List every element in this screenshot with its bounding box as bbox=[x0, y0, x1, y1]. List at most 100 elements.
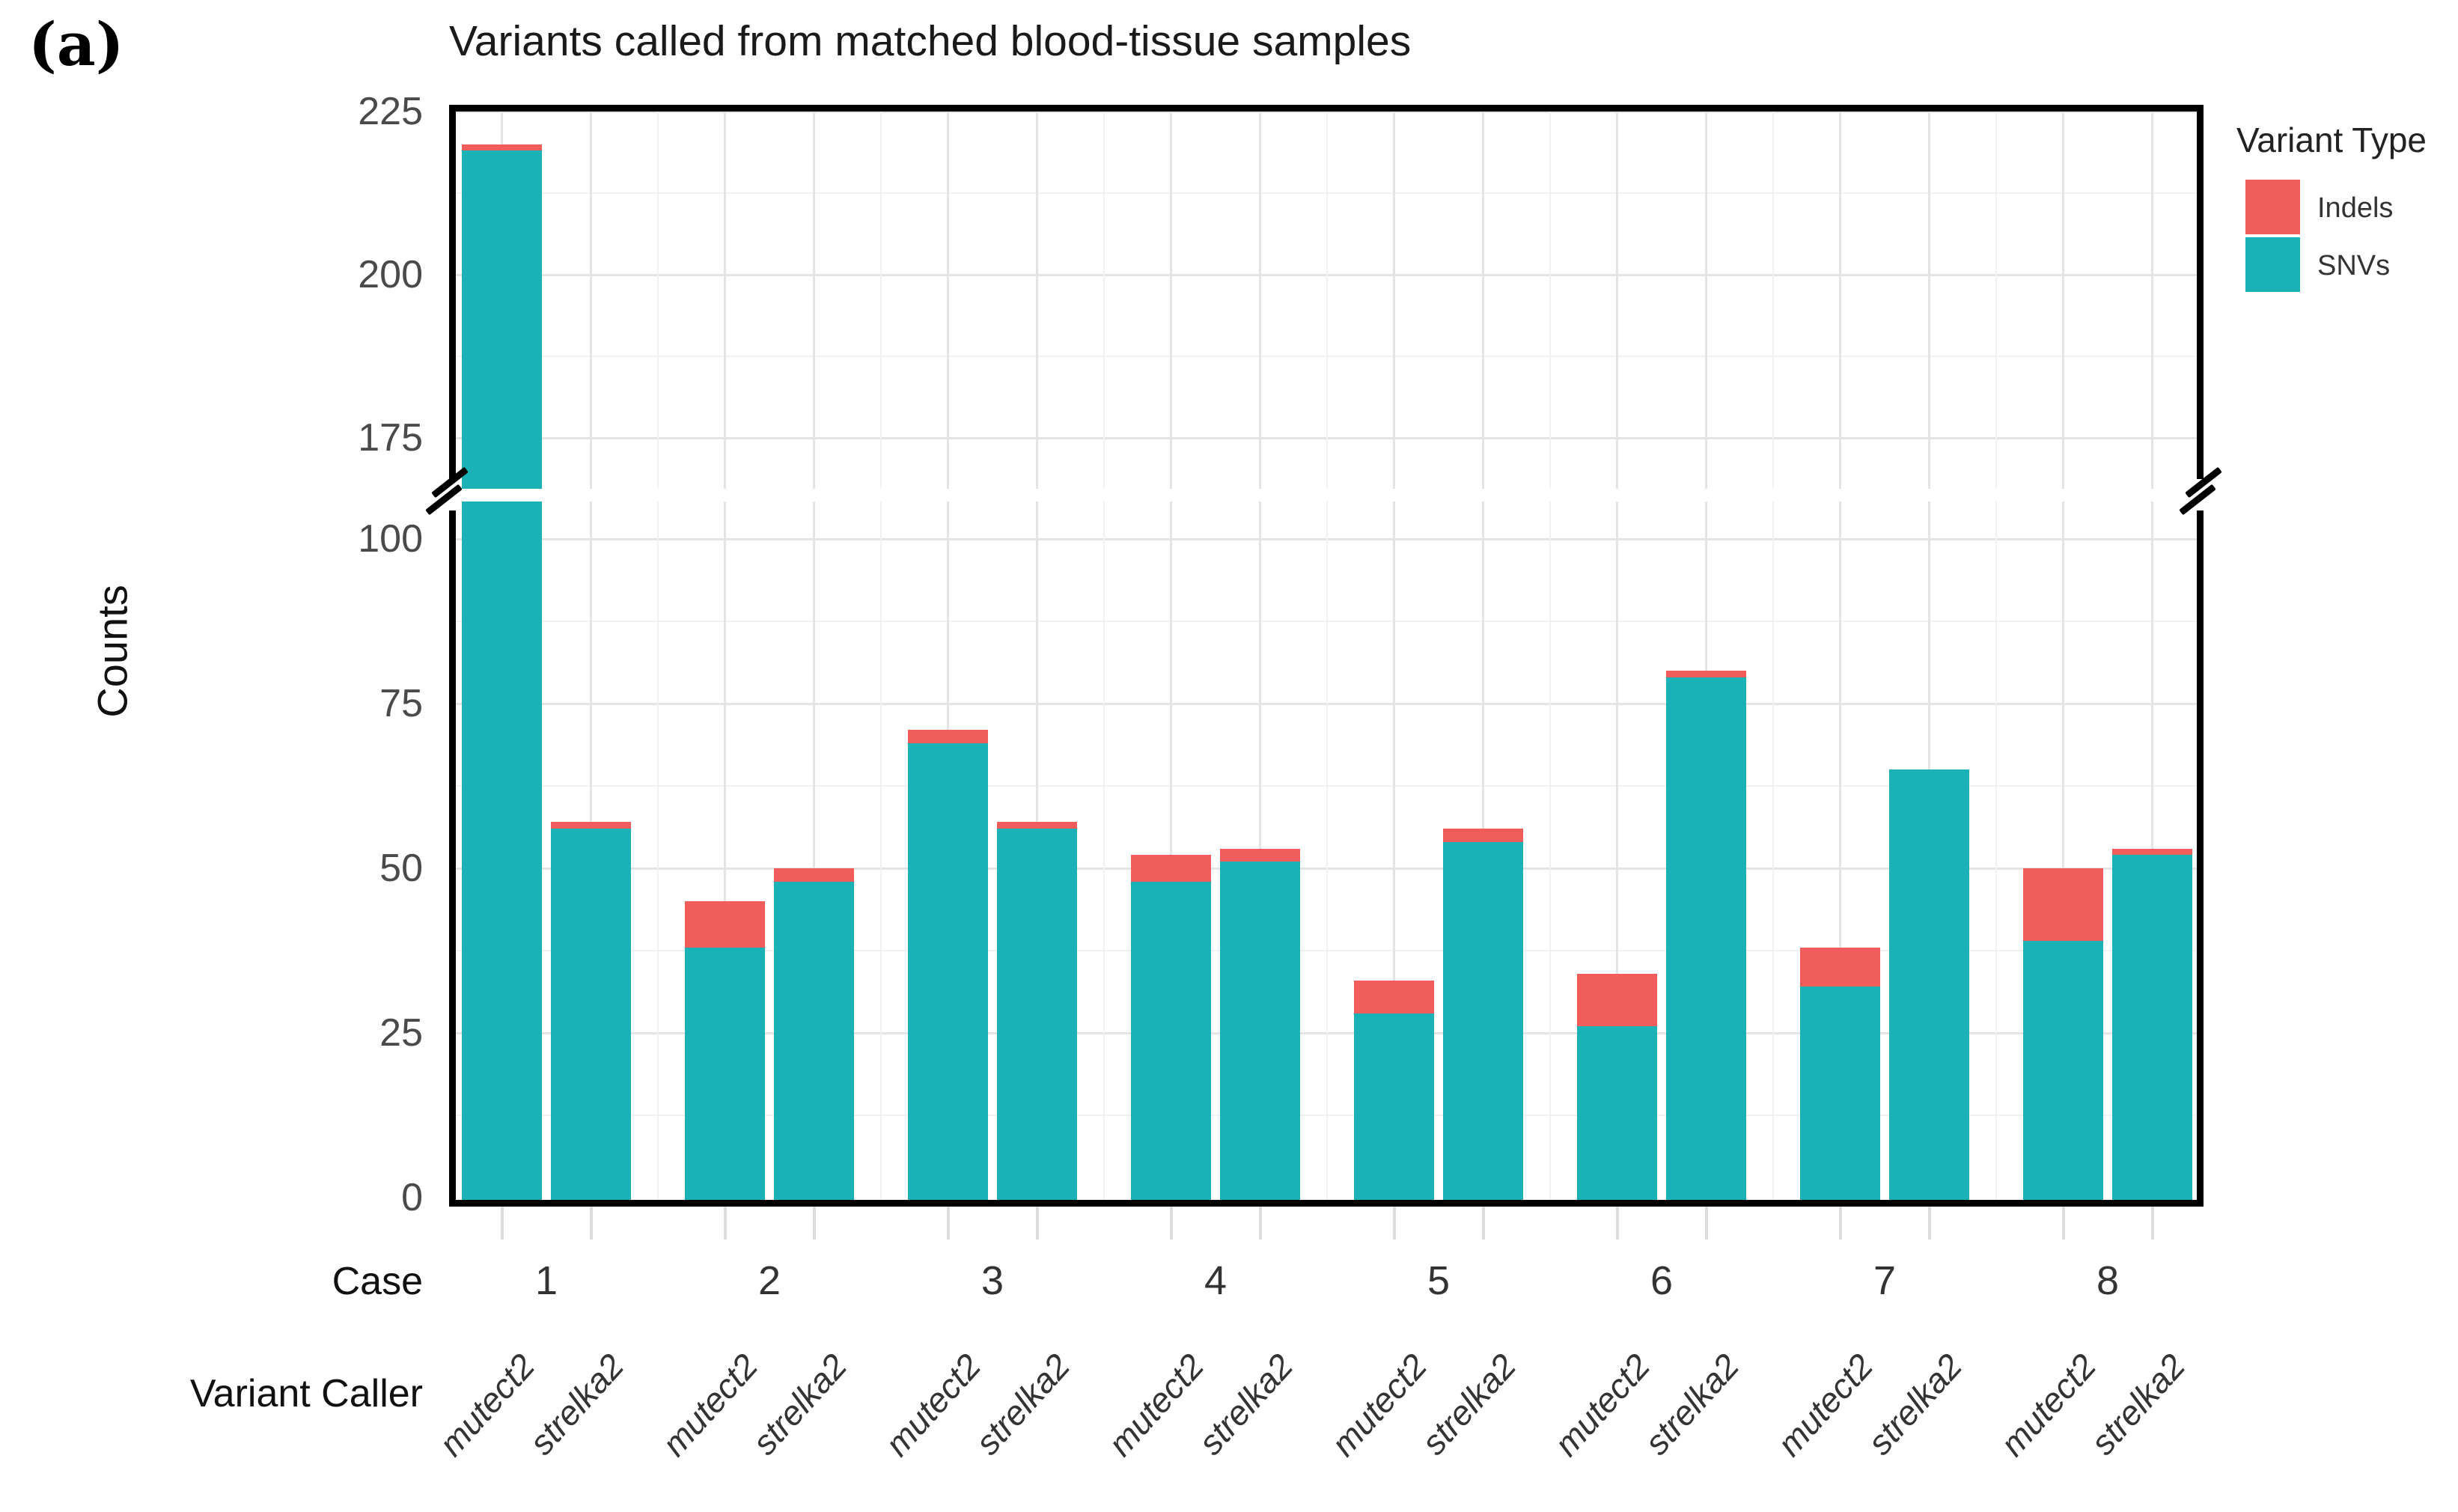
gridline-v-minor bbox=[1772, 112, 1774, 1200]
bar-case4-strelka2-snvs bbox=[1220, 862, 1300, 1200]
x-tick bbox=[589, 1207, 593, 1240]
bar-case1-strelka2-snvs bbox=[551, 829, 631, 1200]
x-case-number: 6 bbox=[1650, 1258, 1674, 1303]
gridline-v-major bbox=[813, 112, 815, 1200]
gridline-v-major bbox=[2062, 112, 2064, 1200]
bar-case7-strelka2-snvs bbox=[1889, 769, 1969, 1200]
bar-case6-mutect2-indels bbox=[1577, 973, 1657, 1027]
gridline-v-major bbox=[724, 112, 726, 1200]
y-tick-label: 225 bbox=[358, 90, 423, 133]
chart-title: Variants called from matched blood-tissu… bbox=[449, 17, 1412, 65]
gridline-v-major bbox=[1928, 112, 1930, 1200]
bar-case1-strelka2-indels bbox=[551, 822, 631, 829]
x-tick bbox=[1838, 1207, 1842, 1240]
gridline-v-major bbox=[1393, 112, 1395, 1200]
bar-case3-mutect2-snvs bbox=[908, 743, 988, 1200]
x-tick bbox=[723, 1207, 727, 1240]
legend-swatch-snvs bbox=[2245, 237, 2300, 292]
gridline-v-major bbox=[1705, 112, 1707, 1200]
gridline-v-minor bbox=[1549, 112, 1551, 1200]
gridline-v-minor bbox=[1103, 112, 1105, 1200]
bar-case4-strelka2-indels bbox=[1220, 848, 1300, 862]
y-tick-label: 25 bbox=[379, 1011, 423, 1055]
x-tick bbox=[500, 1207, 504, 1240]
legend-label-snvs: SNVs bbox=[2317, 250, 2391, 281]
y-tick-label: 175 bbox=[358, 416, 423, 460]
bar-case2-strelka2-snvs bbox=[774, 881, 854, 1200]
bar-case3-mutect2-indels bbox=[908, 730, 988, 743]
panel-border-top bbox=[449, 105, 2204, 112]
bar-case2-mutect2-indels bbox=[685, 901, 765, 948]
x-tick bbox=[1704, 1207, 1708, 1240]
x-tick bbox=[1258, 1207, 1262, 1240]
gridline-v-major bbox=[1839, 112, 1841, 1200]
bar-case2-strelka2-indels bbox=[774, 868, 854, 882]
legend-swatch-indels bbox=[2245, 180, 2300, 234]
x-case-number: 1 bbox=[534, 1258, 558, 1303]
legend-label-indels: Indels bbox=[2317, 192, 2394, 224]
bar-case6-strelka2-indels bbox=[1666, 671, 1746, 677]
y-tick-label: 75 bbox=[379, 682, 423, 725]
x-tick bbox=[1615, 1207, 1619, 1240]
x-case-number: 5 bbox=[1427, 1258, 1451, 1303]
bar-case6-strelka2-snvs bbox=[1666, 677, 1746, 1200]
gridline-v-minor bbox=[880, 112, 882, 1200]
gridline-v-major bbox=[590, 112, 592, 1200]
bar-case7-mutect2-indels bbox=[1800, 947, 1880, 987]
y-tick-label: 200 bbox=[358, 253, 423, 296]
gridline-v-minor bbox=[1995, 112, 1997, 1200]
x-axis-caller-label: Variant Caller bbox=[189, 1372, 423, 1415]
panel-border-right-lower bbox=[2197, 510, 2204, 1207]
bar-case5-mutect2-snvs bbox=[1354, 1013, 1434, 1200]
panel-border-bottom bbox=[449, 1200, 2204, 1207]
x-axis-case-label: Case bbox=[332, 1260, 423, 1303]
x-tick bbox=[1927, 1207, 1931, 1240]
bar-case3-strelka2-indels bbox=[997, 822, 1077, 829]
bar-case4-mutect2-indels bbox=[1131, 855, 1211, 882]
y-tick-label: 50 bbox=[379, 847, 423, 890]
bar-case8-mutect2-snvs bbox=[2023, 940, 2103, 1200]
bar-case1-mutect2-indels bbox=[462, 144, 542, 151]
gridline-v-major bbox=[947, 112, 949, 1200]
gridline-v-minor bbox=[657, 112, 659, 1200]
bar-case8-mutect2-indels bbox=[2023, 868, 2103, 941]
gridline-v-major bbox=[2151, 112, 2153, 1200]
gridline-v-major bbox=[1036, 112, 1038, 1200]
panel-border-left-lower bbox=[449, 510, 456, 1207]
gridline-v-minor bbox=[1326, 112, 1328, 1200]
x-tick bbox=[1035, 1207, 1039, 1240]
bar-case5-strelka2-snvs bbox=[1443, 841, 1523, 1200]
x-tick bbox=[812, 1207, 816, 1240]
bar-case1-mutect2-snvs bbox=[462, 150, 542, 1200]
legend: Variant Type Indels SNVs bbox=[2230, 120, 2455, 314]
x-case-number: 2 bbox=[757, 1258, 781, 1303]
x-case-number: 8 bbox=[2096, 1258, 2120, 1303]
x-case-number: 3 bbox=[981, 1258, 1004, 1303]
legend-title: Variant Type bbox=[2236, 121, 2427, 159]
x-tick bbox=[946, 1207, 950, 1240]
x-tick bbox=[1392, 1207, 1396, 1240]
gridline-v-major bbox=[1616, 112, 1618, 1200]
bar-case7-mutect2-snvs bbox=[1800, 987, 1880, 1200]
x-tick bbox=[2150, 1207, 2154, 1240]
gridline-v-major bbox=[1259, 112, 1261, 1200]
x-tick bbox=[1481, 1207, 1485, 1240]
bar-case2-mutect2-snvs bbox=[685, 947, 765, 1200]
x-tick bbox=[2061, 1207, 2065, 1240]
gridline-v-major bbox=[1482, 112, 1484, 1200]
panel-border-left-upper bbox=[449, 105, 456, 479]
bar-case6-mutect2-snvs bbox=[1577, 1026, 1657, 1200]
panel-border-right-upper bbox=[2197, 105, 2204, 479]
x-case-number: 7 bbox=[1873, 1258, 1897, 1303]
y-tick-label: 0 bbox=[401, 1176, 423, 1219]
x-tick bbox=[1169, 1207, 1173, 1240]
bar-case8-strelka2-snvs bbox=[2112, 855, 2192, 1200]
bar-case5-strelka2-indels bbox=[1443, 829, 1523, 842]
axis-break-band bbox=[454, 489, 2198, 502]
y-tick-label: 100 bbox=[358, 517, 423, 561]
panel-tag: (a) bbox=[28, 9, 124, 79]
bar-case5-mutect2-indels bbox=[1354, 980, 1434, 1013]
bar-case3-strelka2-snvs bbox=[997, 829, 1077, 1200]
